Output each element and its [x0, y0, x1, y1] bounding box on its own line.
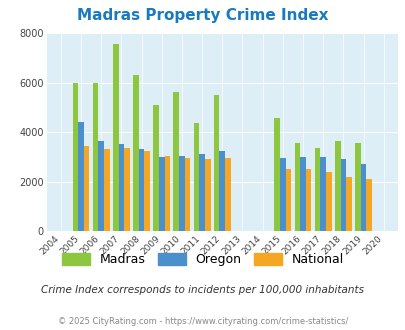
Bar: [144, 150, 150, 231]
Bar: [104, 149, 109, 231]
Bar: [164, 155, 170, 231]
Bar: [345, 177, 351, 231]
Bar: [78, 122, 83, 231]
Bar: [365, 179, 371, 231]
Bar: [299, 157, 305, 231]
Bar: [139, 149, 144, 231]
Bar: [213, 95, 219, 231]
Bar: [193, 123, 199, 231]
Bar: [325, 172, 331, 231]
Bar: [133, 75, 139, 231]
Bar: [118, 145, 124, 231]
Bar: [205, 159, 210, 231]
Bar: [274, 118, 279, 231]
Legend: Madras, Oregon, National: Madras, Oregon, National: [58, 249, 347, 270]
Bar: [158, 157, 164, 231]
Bar: [294, 143, 299, 231]
Bar: [153, 105, 158, 231]
Bar: [199, 154, 205, 231]
Bar: [72, 82, 78, 231]
Text: Crime Index corresponds to incidents per 100,000 inhabitants: Crime Index corresponds to incidents per…: [41, 285, 364, 295]
Bar: [92, 82, 98, 231]
Bar: [320, 157, 325, 231]
Bar: [360, 164, 365, 231]
Bar: [113, 44, 118, 231]
Bar: [219, 150, 224, 231]
Bar: [279, 158, 285, 231]
Text: © 2025 CityRating.com - https://www.cityrating.com/crime-statistics/: © 2025 CityRating.com - https://www.city…: [58, 317, 347, 326]
Bar: [184, 158, 190, 231]
Bar: [340, 159, 345, 231]
Bar: [314, 148, 320, 231]
Bar: [305, 169, 311, 231]
Bar: [179, 155, 184, 231]
Bar: [124, 148, 130, 231]
Text: Madras Property Crime Index: Madras Property Crime Index: [77, 8, 328, 23]
Bar: [83, 146, 89, 231]
Bar: [334, 141, 340, 231]
Bar: [354, 143, 360, 231]
Bar: [224, 158, 230, 231]
Bar: [285, 169, 291, 231]
Bar: [98, 141, 104, 231]
Bar: [173, 92, 179, 231]
